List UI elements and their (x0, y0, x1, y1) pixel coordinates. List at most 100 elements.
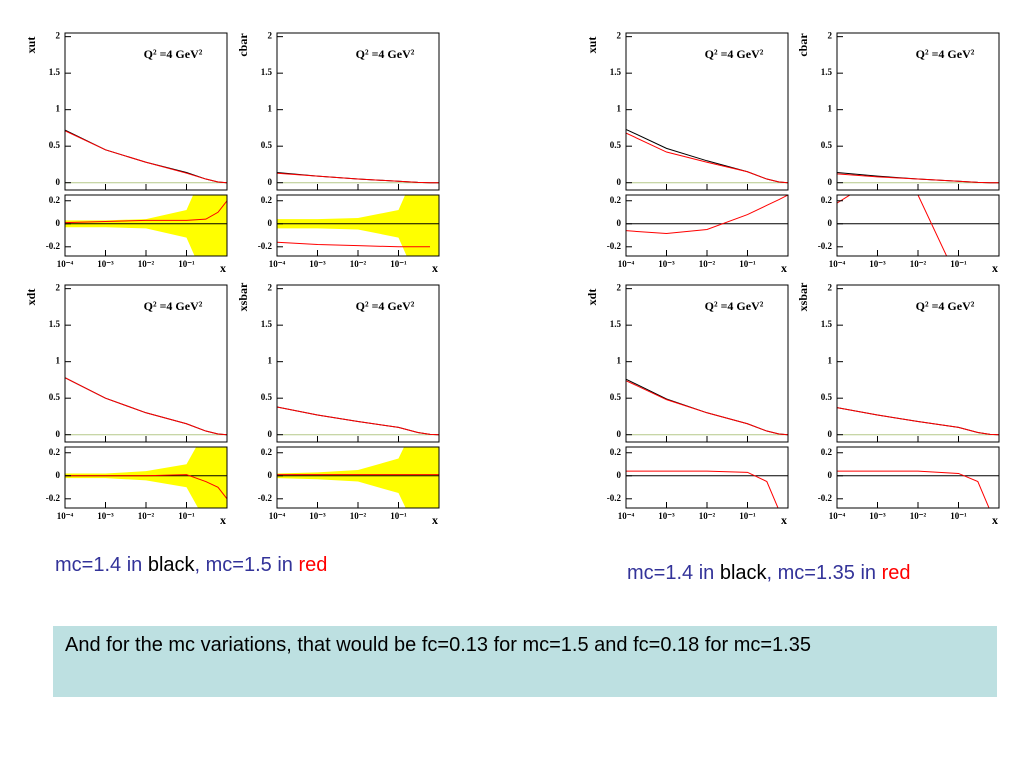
plot-area (837, 171, 999, 184)
curve (277, 171, 439, 184)
y-tick-label: 0.2 (49, 447, 61, 457)
plot-area (626, 470, 788, 508)
x-axis-label: x (781, 513, 787, 527)
y-axis-label: xsbar (236, 282, 250, 311)
x-tick-label: 10⁻³ (309, 259, 326, 269)
y-tick-label: 1.5 (261, 319, 273, 329)
y-tick-label: 0 (617, 470, 622, 480)
y-tick-label: 2 (268, 31, 273, 41)
y-tick-label: 0.5 (610, 392, 622, 402)
y-tick-label: 0 (268, 218, 273, 228)
x-tick-label: 10⁻¹ (390, 259, 407, 269)
curve (65, 200, 227, 224)
x-tick-label: 10⁻³ (97, 511, 114, 521)
curve (626, 195, 788, 235)
frame (836, 284, 1000, 443)
y-tick-label: 0.2 (821, 447, 833, 457)
x-axis-label: x (432, 513, 438, 527)
y-axis-label: xdt (24, 289, 38, 306)
frame (276, 446, 440, 509)
curve (65, 130, 227, 184)
y-tick-label: 0 (268, 429, 273, 439)
plot-area (277, 406, 439, 436)
x-tick-label: 10⁻³ (869, 259, 886, 269)
x-tick-label: 10⁻⁴ (829, 511, 846, 521)
y-tick-label: 1.5 (610, 319, 622, 329)
frame (276, 284, 440, 443)
curve (626, 128, 788, 184)
y-tick-label: 0.5 (261, 140, 273, 150)
y-tick-label: 2 (268, 283, 273, 293)
x-tick-label: 10⁻² (910, 259, 927, 269)
frame (836, 194, 1000, 257)
y-tick-label: 0.5 (610, 140, 622, 150)
x-axis-label: x (992, 513, 998, 527)
caption-part: mc=1.4 in (627, 562, 720, 584)
frame (64, 194, 228, 257)
annotation: Q² =4 GeV² (705, 47, 764, 61)
x-axis-label: x (992, 261, 998, 275)
y-tick-label: 0.5 (261, 392, 273, 402)
y-axis-label: xut (585, 37, 599, 54)
y-tick-label: 1.5 (610, 67, 622, 77)
frame (64, 32, 228, 191)
x-tick-label: 10⁻⁴ (618, 511, 635, 521)
y-tick-label: -0.2 (607, 493, 622, 503)
caption: mc=1.4 in black, mc=1.5 in red (55, 554, 327, 577)
y-tick-label: 0 (617, 177, 622, 187)
y-tick-label: 0 (828, 429, 833, 439)
x-tick-label: 10⁻³ (658, 259, 675, 269)
x-tick-label: 10⁻⁴ (57, 511, 74, 521)
y-tick-label: -0.2 (46, 241, 61, 251)
x-tick-label: 10⁻⁴ (57, 259, 74, 269)
curve (626, 380, 788, 436)
y-tick-label: 0 (56, 177, 61, 187)
caption-part: red (298, 554, 328, 576)
y-tick-label: 0.2 (821, 195, 833, 205)
y-tick-label: 0 (56, 218, 61, 228)
y-tick-label: 0.5 (821, 392, 833, 402)
plot-area (626, 378, 788, 436)
y-tick-label: 1 (828, 356, 833, 366)
x-tick-label: 10⁻² (699, 259, 716, 269)
curve (277, 406, 439, 436)
y-tick-label: 0.2 (610, 195, 622, 205)
error-band (65, 195, 227, 256)
y-tick-label: 0 (828, 177, 833, 187)
y-tick-label: 0 (828, 218, 833, 228)
y-tick-label: 1.5 (821, 67, 833, 77)
y-tick-label: 2 (828, 31, 833, 41)
x-tick-label: 10⁻¹ (950, 511, 967, 521)
annotation: Q² =4 GeV² (705, 299, 764, 313)
y-tick-label: 0 (268, 177, 273, 187)
error-band (277, 195, 439, 256)
frame (276, 194, 440, 257)
curve (837, 171, 999, 184)
caption-part: black (719, 562, 767, 584)
y-tick-label: 0.2 (610, 447, 622, 457)
error-band (65, 447, 227, 508)
x-tick-label: 10⁻² (350, 511, 367, 521)
y-tick-label: 2 (56, 283, 61, 293)
curve (277, 241, 431, 248)
curve (837, 195, 948, 256)
x-tick-label: 10⁻⁴ (269, 511, 286, 521)
y-tick-label: 2 (617, 283, 622, 293)
x-tick-label: 10⁻¹ (178, 511, 195, 521)
x-tick-label: 10⁻³ (869, 511, 886, 521)
curve (277, 406, 439, 436)
x-tick-label: 10⁻² (138, 259, 155, 269)
y-axis-label: xsbar (796, 282, 810, 311)
y-tick-label: -0.2 (818, 241, 833, 251)
y-tick-label: 1.5 (821, 319, 833, 329)
error-band (277, 447, 439, 508)
curve (65, 377, 227, 436)
y-tick-label: 0.2 (49, 195, 61, 205)
curve (626, 378, 788, 436)
x-tick-label: 10⁻¹ (390, 511, 407, 521)
plot-area (65, 377, 227, 436)
y-tick-label: 2 (617, 31, 622, 41)
annotation: Q² =4 GeV² (356, 47, 415, 61)
x-axis-label: x (220, 513, 226, 527)
caption-part: black (147, 554, 195, 576)
